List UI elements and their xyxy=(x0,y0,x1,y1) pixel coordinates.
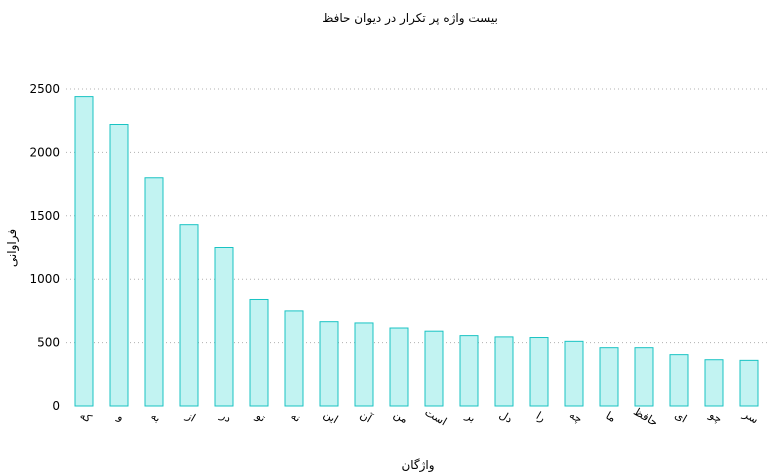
bar xyxy=(179,224,199,407)
x-tick-label: ما xyxy=(603,409,618,425)
x-tick-label: تو xyxy=(253,409,268,425)
bar xyxy=(529,337,549,407)
x-tick-label: این xyxy=(321,408,340,427)
y-tick-label: 2000 xyxy=(29,145,60,159)
bar xyxy=(109,124,129,407)
x-axis-ticks: که و به از در تو نه این آن من است بر دل را چه ما حافظ ای چ… xyxy=(78,405,761,429)
x-tick-label: نه xyxy=(289,409,303,425)
bar xyxy=(249,298,269,407)
x-tick-label: است xyxy=(423,406,449,429)
bar xyxy=(284,310,304,407)
x-tick-label: حافظ xyxy=(631,405,660,429)
bar xyxy=(424,330,444,407)
bars xyxy=(74,96,759,407)
x-tick-label: در xyxy=(217,408,233,425)
y-tick-label: 0 xyxy=(52,399,60,413)
grid-lines xyxy=(66,88,768,344)
x-tick-label: را xyxy=(534,409,548,424)
x-tick-label: که xyxy=(78,409,95,426)
bar xyxy=(459,335,479,407)
chart-title: بیست واژه پر تکرار در دیوان حافظ xyxy=(322,11,498,26)
x-axis-label: واژگان xyxy=(401,458,434,473)
bar xyxy=(319,321,339,407)
y-tick-label: 500 xyxy=(37,336,60,350)
y-tick-label: 2500 xyxy=(29,82,60,96)
x-tick-label: به xyxy=(149,409,163,425)
x-tick-label: آن xyxy=(358,408,375,426)
x-tick-label: ای xyxy=(672,408,689,425)
bar xyxy=(214,247,234,407)
x-tick-label: من xyxy=(391,408,410,426)
x-tick-label: چه xyxy=(567,408,585,426)
y-axis-ticks: 0 500 1000 1500 2000 2500 xyxy=(29,82,60,413)
y-tick-label: 1000 xyxy=(29,272,60,286)
bar xyxy=(564,340,584,407)
bar xyxy=(144,177,164,407)
y-tick-label: 1500 xyxy=(29,209,60,223)
x-tick-label: سر xyxy=(740,407,761,426)
bar xyxy=(704,359,724,407)
y-axis-label: فراوانی xyxy=(5,229,20,267)
x-tick-label: چو xyxy=(706,408,724,426)
x-tick-label: از xyxy=(183,409,198,425)
bar xyxy=(669,354,689,407)
bar xyxy=(634,347,654,407)
bar xyxy=(74,96,94,407)
bar xyxy=(599,347,619,407)
x-tick-label: و xyxy=(114,410,126,424)
bar xyxy=(354,322,374,407)
bar xyxy=(739,359,759,407)
x-tick-label: دل xyxy=(497,408,515,426)
x-tick-label: بر xyxy=(463,409,478,425)
bar xyxy=(494,336,514,407)
bar xyxy=(389,327,409,407)
